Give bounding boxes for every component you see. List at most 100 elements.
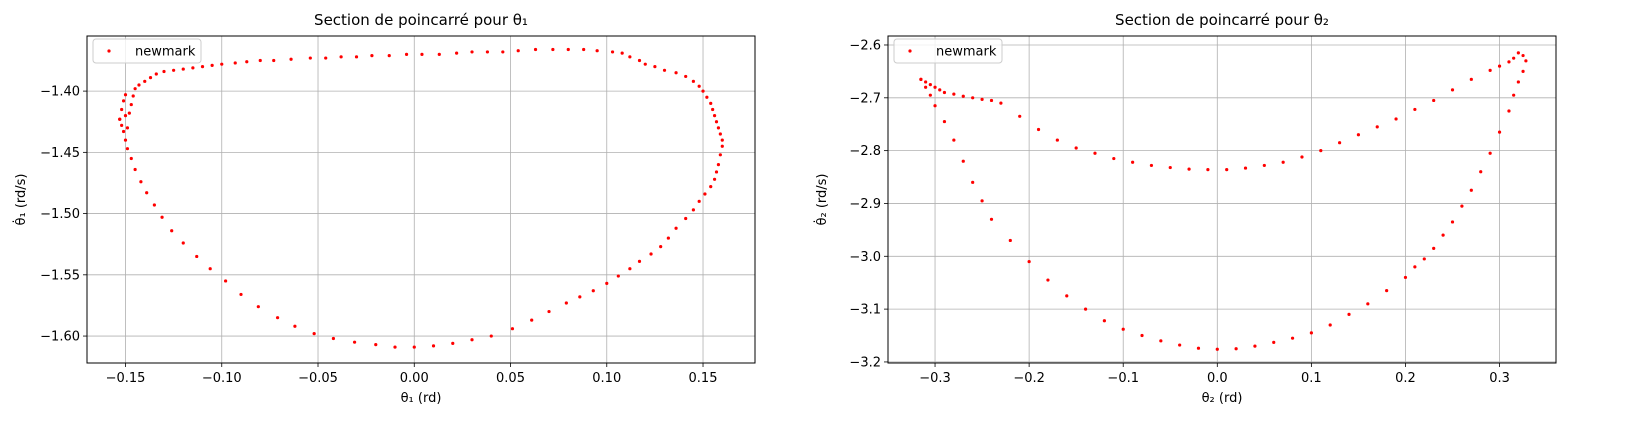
data-point (1328, 323, 1332, 327)
x-tick-label: −0.15 (106, 371, 146, 386)
data-point (1507, 60, 1511, 64)
data-point (172, 68, 176, 72)
data-point (1497, 64, 1502, 68)
x-tick-label: −0.10 (202, 371, 242, 386)
data-point (501, 50, 505, 54)
x-tick-label: 0.1 (1301, 371, 1322, 386)
data-point (980, 199, 984, 203)
data-point (233, 61, 237, 65)
data-point (684, 216, 688, 221)
chart-theta1-grid (87, 36, 755, 363)
data-point (720, 144, 724, 148)
data-point (354, 55, 359, 59)
data-point (1102, 319, 1106, 323)
x-tick-label: 0.05 (496, 371, 525, 386)
data-point (324, 56, 328, 60)
y-tick-label: −1.55 (40, 268, 80, 283)
y-tick-label: −1.45 (40, 146, 80, 161)
data-point (133, 167, 137, 172)
x-tick-label: 0.0 (1207, 371, 1228, 386)
data-point (1338, 141, 1342, 145)
data-point (1253, 344, 1257, 348)
data-point (971, 180, 975, 184)
data-point (137, 83, 141, 87)
data-point (1347, 312, 1351, 316)
data-point (1488, 68, 1492, 72)
data-point (684, 74, 688, 79)
data-point (961, 159, 965, 163)
chart-theta2-grid (888, 36, 1556, 363)
x-tick-label: 0.3 (1489, 371, 1510, 386)
data-point (924, 80, 928, 84)
data-point (659, 245, 663, 249)
data-point (928, 83, 932, 87)
data-point (352, 340, 357, 344)
data-point (578, 295, 582, 299)
chart-theta2-title: Section de poincarré pour θ₂ (1115, 11, 1329, 29)
data-point (1521, 53, 1525, 58)
data-point (139, 180, 143, 184)
data-point (980, 97, 984, 101)
data-point (1413, 265, 1417, 269)
data-point (1394, 117, 1398, 121)
data-point (1432, 246, 1436, 250)
chart-theta2-legend-marker (908, 49, 912, 53)
data-point (1093, 151, 1097, 155)
data-point (220, 62, 224, 66)
data-point (245, 60, 249, 64)
chart-theta1-legend-marker (107, 49, 111, 53)
data-point (431, 344, 436, 348)
data-point (256, 305, 260, 309)
x-tick-label: 0.15 (689, 371, 718, 386)
data-point (1055, 138, 1059, 142)
data-point (118, 117, 122, 121)
data-point (1065, 294, 1069, 298)
chart-theta1-ylabel: θ̇₁ (rd/s) (13, 174, 29, 226)
data-point (533, 47, 538, 52)
chart-theta1-legend-label: newmark (135, 45, 196, 60)
data-point (971, 96, 975, 100)
data-point (628, 267, 632, 271)
data-point (1432, 98, 1436, 103)
data-point (1178, 343, 1182, 347)
data-point (720, 138, 724, 142)
chart-theta2-legend-box (893, 38, 1003, 64)
data-point (697, 199, 701, 203)
data-point (162, 69, 166, 74)
data-point (620, 51, 624, 55)
x-tick-label: −0.3 (919, 371, 951, 386)
data-point (123, 93, 128, 97)
data-point (129, 102, 133, 107)
data-point (591, 289, 595, 293)
chart-theta1-title: Section de poincarré pour θ₁ (314, 11, 528, 29)
data-point (181, 67, 185, 71)
data-point (924, 85, 928, 89)
data-point (674, 226, 678, 230)
data-point (195, 254, 199, 259)
data-point (312, 332, 316, 336)
chart-theta1-frame (86, 35, 756, 364)
data-point (691, 208, 695, 212)
data-point (275, 316, 280, 320)
data-point (1018, 114, 1022, 118)
data-point (1083, 307, 1088, 311)
data-point (1479, 170, 1483, 174)
data-point (1507, 109, 1511, 113)
y-tick-label: −3.2 (849, 355, 881, 370)
chart-theta2-legend-label: newmark (936, 45, 997, 60)
x-tick-label: −0.05 (298, 371, 338, 386)
data-point (1036, 127, 1041, 132)
data-point (582, 47, 586, 52)
data-point (716, 126, 721, 130)
chart-theta1-points (118, 47, 724, 349)
data-point (1524, 59, 1528, 63)
data-point (1375, 125, 1379, 129)
data-point (1234, 347, 1238, 351)
chart-theta2-points (919, 51, 1528, 351)
data-point (628, 55, 632, 59)
data-point (989, 217, 994, 221)
data-point (470, 50, 474, 54)
data-point (420, 52, 424, 56)
data-point (697, 84, 701, 88)
data-point (123, 138, 128, 142)
